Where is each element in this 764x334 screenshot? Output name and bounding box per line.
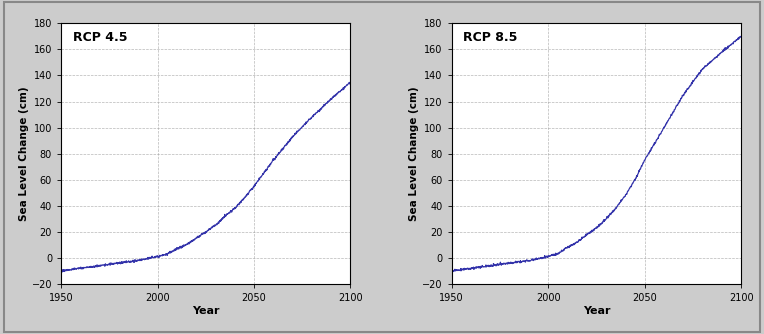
Y-axis label: Sea Level Change (cm): Sea Level Change (cm) <box>410 86 419 221</box>
Text: RCP 4.5: RCP 4.5 <box>73 31 127 44</box>
Text: RCP 8.5: RCP 8.5 <box>463 31 518 44</box>
X-axis label: Year: Year <box>583 306 610 316</box>
X-axis label: Year: Year <box>192 306 219 316</box>
Y-axis label: Sea Level Change (cm): Sea Level Change (cm) <box>19 86 29 221</box>
